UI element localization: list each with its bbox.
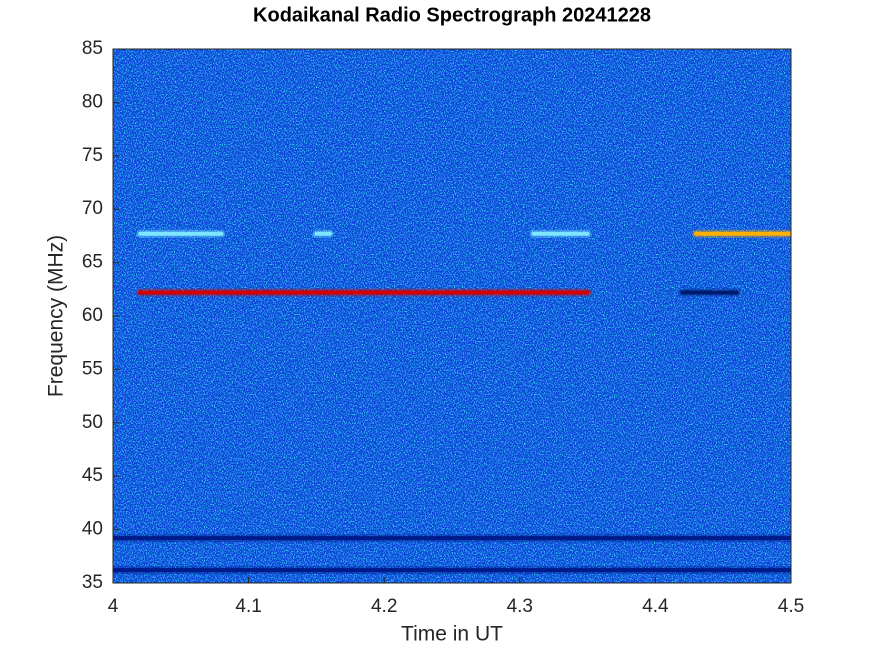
x-tick-label: 4.2 bbox=[371, 596, 397, 617]
x-tick-label: 4 bbox=[108, 596, 119, 617]
y-tick-label: 35 bbox=[82, 572, 103, 593]
y-tick-label: 45 bbox=[82, 465, 103, 486]
y-tick-label: 40 bbox=[82, 519, 103, 540]
chart-title: Kodaikanal Radio Spectrograph 20241228 bbox=[253, 4, 651, 26]
y-tick-label: 75 bbox=[82, 145, 103, 166]
y-tick-label: 55 bbox=[82, 358, 103, 379]
y-tick-label: 65 bbox=[82, 252, 103, 273]
x-tick-label: 4.4 bbox=[642, 596, 669, 617]
y-axis-label: Frequency (MHz) bbox=[45, 235, 68, 397]
plot-area bbox=[113, 49, 791, 583]
y-tick-label: 70 bbox=[82, 198, 103, 219]
x-tick-label: 4.3 bbox=[507, 596, 533, 617]
noise-texture bbox=[113, 49, 791, 583]
x-axis-label: Time in UT bbox=[401, 623, 503, 646]
x-tick-label: 4.1 bbox=[235, 596, 261, 617]
y-tick-label: 80 bbox=[82, 91, 103, 112]
x-tick-label: 4.5 bbox=[778, 596, 804, 617]
y-tick-label: 50 bbox=[82, 412, 103, 433]
y-tick-label: 60 bbox=[82, 305, 103, 326]
y-tick-label: 85 bbox=[82, 38, 103, 59]
